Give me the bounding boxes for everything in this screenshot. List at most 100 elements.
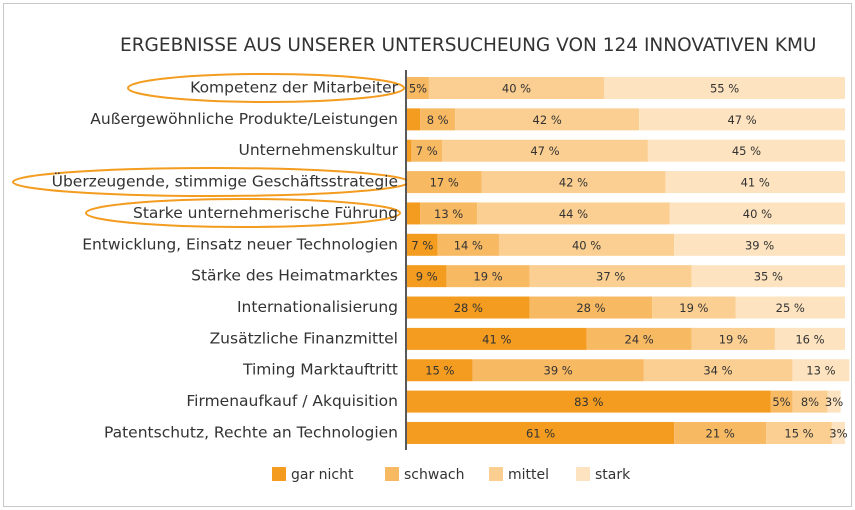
category-label: Timing Marktauftritt [242, 361, 398, 379]
category-label: Entwicklung, Einsatz neuer Technologien [82, 235, 398, 253]
value-label: 40 % [502, 82, 531, 96]
bar-segment [428, 77, 605, 99]
value-label: 24 % [625, 332, 654, 346]
category-label: Stärke des Heimatmarktes [191, 267, 398, 285]
category-label: Unternehmenskultur [238, 141, 398, 159]
value-label: 47 % [727, 113, 756, 127]
category-label: Starke unternehmerische Führung [133, 204, 398, 222]
highlight-ellipse [127, 73, 405, 103]
value-label: 41 % [741, 176, 770, 190]
legend-swatch [272, 467, 286, 481]
value-label: 34 % [703, 364, 732, 378]
bar-segment [420, 108, 456, 131]
value-label: 42 % [559, 176, 588, 190]
bar-segment [446, 265, 530, 288]
bar-segment [481, 171, 666, 194]
category-label: Überzeugende, stimmige Geschäftsstrategi… [52, 172, 398, 191]
bar-segment [407, 233, 438, 256]
bar-segment [647, 139, 845, 162]
value-label: 40 % [743, 207, 772, 221]
value-label: 45 % [732, 144, 761, 158]
bar-segment [674, 233, 845, 256]
bar-segment [477, 202, 670, 225]
bar-segment [407, 171, 482, 194]
bar-segment [792, 359, 850, 382]
value-label: 28 % [454, 301, 483, 315]
value-label: 40 % [572, 238, 601, 252]
value-label: 41 % [482, 332, 511, 346]
value-label: 19 % [679, 301, 708, 315]
value-label: 3% [829, 426, 847, 440]
category-label: Zusätzliche Finanzmittel [210, 329, 398, 347]
bar-segment [643, 359, 793, 382]
value-label: 17 % [430, 176, 459, 190]
value-label: 35 % [754, 270, 783, 284]
bar-segment [770, 390, 793, 413]
value-label: 14 % [454, 238, 483, 252]
bar-segment [827, 390, 841, 413]
legend-label: schwach [404, 467, 464, 483]
value-label: 25 % [776, 301, 805, 315]
legend-swatch [576, 467, 590, 481]
bar-segment [407, 327, 587, 350]
highlight-ellipse [85, 198, 401, 228]
value-label: 15 % [784, 426, 813, 440]
bar-segment [442, 139, 648, 162]
bar-segment [691, 265, 845, 288]
legend-swatch [385, 467, 399, 481]
category-label: Außergewöhnliche Produkte/Leistungen [90, 110, 398, 128]
value-label: 39 % [544, 364, 573, 378]
value-label: 28 % [576, 301, 605, 315]
bar-segment [455, 108, 640, 131]
bar-segment [407, 390, 771, 413]
bar-segment [792, 390, 828, 413]
value-label: 19 % [473, 270, 502, 284]
bar-segment [529, 265, 692, 288]
bar-segment [674, 421, 767, 444]
value-label: 39 % [745, 238, 774, 252]
bar-segment [831, 421, 845, 444]
category-label: Patentschutz, Rechte an Technologien [104, 423, 398, 441]
legend-swatch [489, 467, 503, 481]
value-label: 8% [801, 395, 819, 409]
bar-segment [652, 296, 736, 319]
value-label: 47 % [530, 144, 559, 158]
bar-segment [529, 296, 653, 319]
category-label: Internationalisierung [237, 298, 398, 316]
bar-segment [407, 265, 447, 288]
value-label: 21 % [706, 426, 735, 440]
value-label: 7 % [416, 144, 438, 158]
value-label: 5% [772, 395, 790, 409]
bar-segment [420, 202, 478, 225]
bar-segment [774, 327, 845, 350]
value-label: 13 % [434, 207, 463, 221]
bar-segment [669, 202, 845, 225]
value-label: 7 % [411, 238, 433, 252]
value-label: 16 % [795, 332, 824, 346]
bar-segment [437, 233, 499, 256]
bar-segment [407, 139, 412, 162]
legend-label: mittel [508, 467, 549, 483]
bar-segment [407, 359, 473, 382]
bar-segment [586, 327, 692, 350]
value-label: 5% [409, 82, 427, 96]
value-label: 83 % [574, 395, 603, 409]
legend-label: stark [595, 467, 631, 483]
bar-segment [665, 171, 845, 194]
bar-segment [411, 139, 443, 162]
value-label: 44 % [559, 207, 588, 221]
legend-label: gar nicht [291, 467, 354, 483]
bar-segment [407, 421, 675, 444]
value-label: 37 % [596, 270, 625, 284]
category-label: Kompetenz der Mitarbeiter [190, 79, 398, 97]
value-label: 61 % [526, 426, 555, 440]
bar-segment [735, 296, 845, 319]
bar-segment [766, 421, 832, 444]
bar-segment [639, 108, 845, 131]
bar-segment [472, 359, 644, 382]
value-label: 3% [825, 395, 843, 409]
bar-segment [407, 108, 421, 131]
value-label: 42 % [533, 113, 562, 127]
value-label: 13 % [806, 364, 835, 378]
